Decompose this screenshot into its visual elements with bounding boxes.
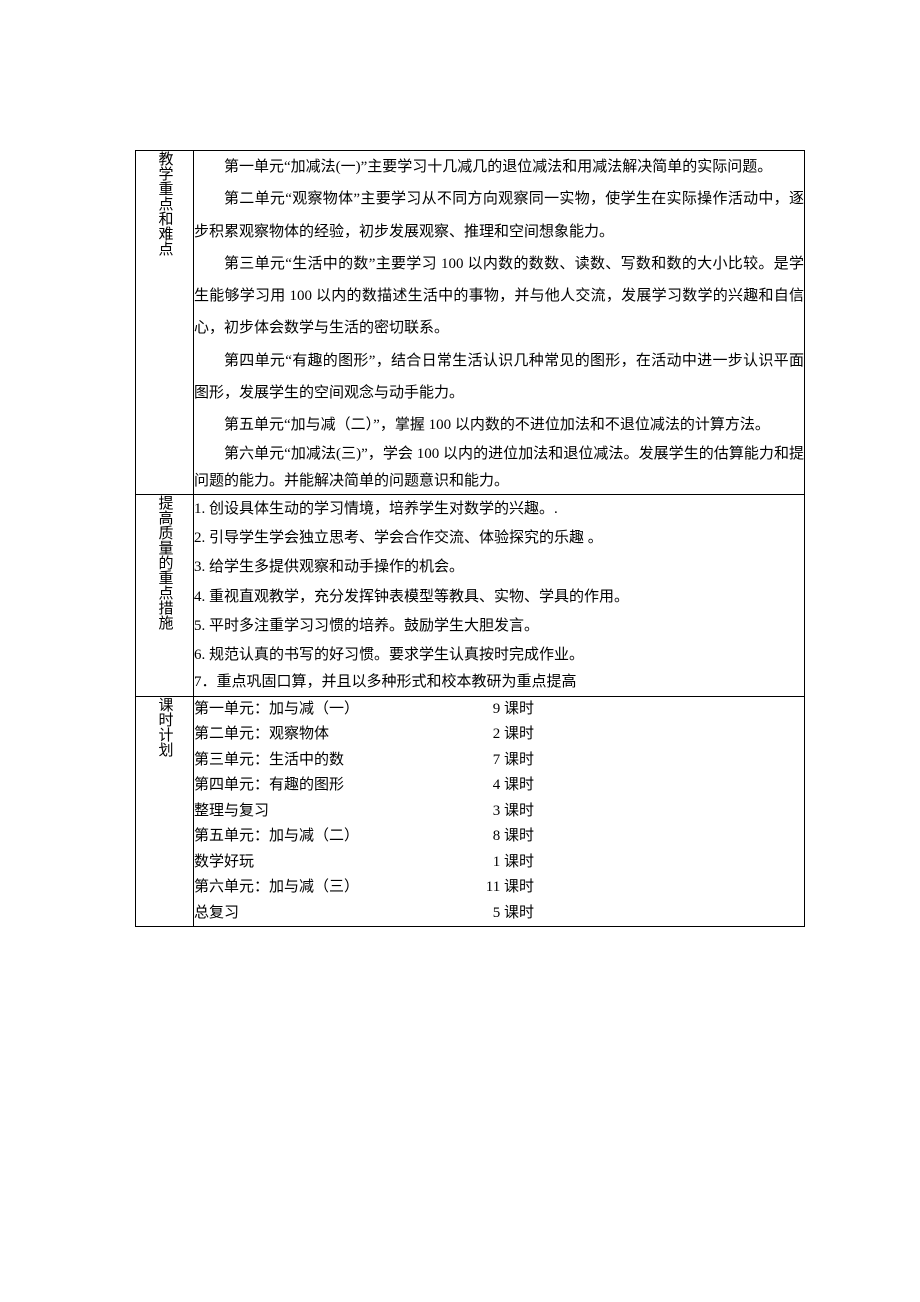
measure-item-4: 4. 重视直观教学，充分发挥钟表模型等教具、实物、学具的作用。 bbox=[194, 583, 804, 612]
schedule-hours-4: 4 课时 bbox=[434, 773, 534, 799]
schedule-row-5: 整理与复习 3 课时 bbox=[194, 799, 804, 825]
label-measures: 提高质量的重点措施 bbox=[153, 495, 177, 630]
content-focus: 第一单元“加减法(一)”主要学习十几减几的退位减法和用减法解决简单的实际问题。 … bbox=[194, 151, 805, 495]
schedule-row-3: 第三单元：生活中的数 7 课时 bbox=[194, 748, 804, 774]
plan-table: 教学重点和难点 第一单元“加减法(一)”主要学习十几减几的退位减法和用减法解决简… bbox=[135, 150, 805, 927]
schedule-name-2: 第二单元：观察物体 bbox=[194, 722, 434, 748]
measure-item-5: 5. 平时多注重学习习惯的培养。鼓励学生大胆发言。 bbox=[194, 612, 804, 641]
schedule-hours-5: 3 课时 bbox=[434, 799, 534, 825]
measure-item-1: 1. 创设具体生动的学习情境，培养学生对数学的兴趣。. bbox=[194, 495, 804, 524]
measure-item-3: 3. 给学生多提供观察和动手操作的机会。 bbox=[194, 553, 804, 582]
schedule-name-9: 总复习 bbox=[194, 901, 434, 927]
label-cell-focus: 教学重点和难点 bbox=[136, 151, 194, 495]
schedule-name-3: 第三单元：生活中的数 bbox=[194, 748, 434, 774]
schedule-hours-8: 11 课时 bbox=[434, 875, 534, 901]
label-schedule: 课时计划 bbox=[153, 697, 177, 757]
schedule-row-8: 第六单元：加与减（三） 11 课时 bbox=[194, 875, 804, 901]
measure-item-6: 6. 规范认真的书写的好习惯。要求学生认真按时完成作业。 bbox=[194, 641, 804, 670]
schedule-hours-7: 1 课时 bbox=[434, 850, 534, 876]
schedule-row-1: 第一单元：加与减（一） 9 课时 bbox=[194, 697, 804, 723]
schedule-name-1: 第一单元：加与减（一） bbox=[194, 697, 434, 723]
schedule-hours-9: 5 课时 bbox=[434, 901, 534, 927]
schedule-row-7: 数学好玩 1 课时 bbox=[194, 850, 804, 876]
schedule-name-7: 数学好玩 bbox=[194, 850, 434, 876]
schedule-row-2: 第二单元：观察物体 2 课时 bbox=[194, 722, 804, 748]
schedule-row-6: 第五单元：加与减（二） 8 课时 bbox=[194, 824, 804, 850]
schedule-hours-2: 2 课时 bbox=[434, 722, 534, 748]
label-cell-measures: 提高质量的重点措施 bbox=[136, 494, 194, 696]
focus-para-6: 第六单元“加减法(三)”，学会 100 以内的进位加法和退位减法。发展学生的估算… bbox=[194, 441, 804, 494]
measure-item-7: 7．重点巩固口算，并且以多种形式和校本教研为重点提高 bbox=[194, 670, 804, 696]
schedule-hours-3: 7 课时 bbox=[434, 748, 534, 774]
row-focus: 教学重点和难点 第一单元“加减法(一)”主要学习十几减几的退位减法和用减法解决简… bbox=[136, 151, 805, 495]
schedule-row-4: 第四单元：有趣的图形 4 课时 bbox=[194, 773, 804, 799]
label-focus: 教学重点和难点 bbox=[153, 151, 177, 256]
content-measures: 1. 创设具体生动的学习情境，培养学生对数学的兴趣。. 2. 引导学生学会独立思… bbox=[194, 494, 805, 696]
focus-para-3: 第三单元“生活中的数”主要学习 100 以内数的数数、读数、写数和数的大小比较。… bbox=[194, 248, 804, 345]
schedule-row-9: 总复习 5 课时 bbox=[194, 901, 804, 927]
focus-para-1: 第一单元“加减法(一)”主要学习十几减几的退位减法和用减法解决简单的实际问题。 bbox=[194, 151, 804, 183]
focus-para-4: 第四单元“有趣的图形”，结合日常生活认识几种常见的图形，在活动中进一步认识平面图… bbox=[194, 345, 804, 410]
row-measures: 提高质量的重点措施 1. 创设具体生动的学习情境，培养学生对数学的兴趣。. 2.… bbox=[136, 494, 805, 696]
focus-para-2: 第二单元“观察物体”主要学习从不同方向观察同一实物，使学生在实际操作活动中，逐步… bbox=[194, 183, 804, 248]
content-schedule: 第一单元：加与减（一） 9 课时 第二单元：观察物体 2 课时 第三单元：生活中… bbox=[194, 696, 805, 927]
row-schedule: 课时计划 第一单元：加与减（一） 9 课时 第二单元：观察物体 2 课时 第三单… bbox=[136, 696, 805, 927]
schedule-hours-6: 8 课时 bbox=[434, 824, 534, 850]
schedule-name-6: 第五单元：加与减（二） bbox=[194, 824, 434, 850]
schedule-name-4: 第四单元：有趣的图形 bbox=[194, 773, 434, 799]
schedule-hours-1: 9 课时 bbox=[434, 697, 534, 723]
focus-para-5: 第五单元“加与减（二）”，掌握 100 以内数的不进位加法和不退位减法的计算方法… bbox=[194, 409, 804, 441]
label-cell-schedule: 课时计划 bbox=[136, 696, 194, 927]
schedule-name-5: 整理与复习 bbox=[194, 799, 434, 825]
document-page: 教学重点和难点 第一单元“加减法(一)”主要学习十几减几的退位减法和用减法解决简… bbox=[0, 0, 920, 1097]
schedule-name-8: 第六单元：加与减（三） bbox=[194, 875, 434, 901]
measure-item-2: 2. 引导学生学会独立思考、学会合作交流、体验探究的乐趣 。 bbox=[194, 524, 804, 553]
